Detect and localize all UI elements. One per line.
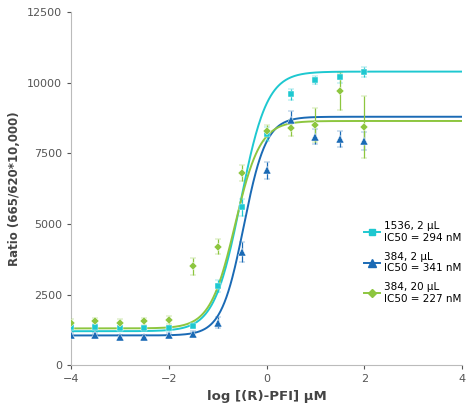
Legend: 1536, 2 μL
IC50 = 294 nM, 384, 2 μL
IC50 = 341 nM, 384, 20 μL
IC50 = 227 nM: 1536, 2 μL IC50 = 294 nM, 384, 2 μL IC50… — [361, 218, 465, 307]
Y-axis label: Ratio (665/620*10,000): Ratio (665/620*10,000) — [9, 111, 21, 266]
X-axis label: log [(R)-PFI] μM: log [(R)-PFI] μM — [207, 390, 327, 403]
